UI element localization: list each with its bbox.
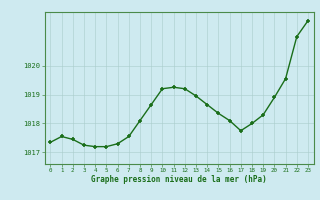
X-axis label: Graphe pression niveau de la mer (hPa): Graphe pression niveau de la mer (hPa) [91, 175, 267, 184]
